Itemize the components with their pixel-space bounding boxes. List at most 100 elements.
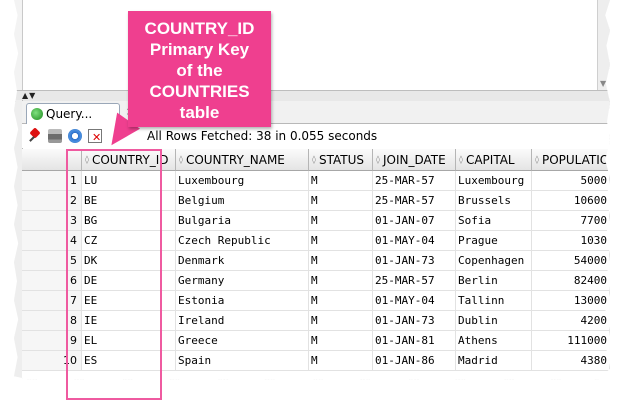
row-number[interactable]: 9 bbox=[22, 331, 82, 351]
cell-capital[interactable]: Tallinn bbox=[456, 291, 532, 311]
cell-country-id[interactable]: LU bbox=[82, 171, 176, 191]
table-row[interactable]: 9 EL Greece M 01-JAN-81 Athens 111000 bbox=[22, 331, 610, 351]
cell-capital[interactable]: Luxembourg bbox=[456, 171, 532, 191]
cell-status[interactable]: M bbox=[309, 291, 373, 311]
cell-country-id[interactable]: DE bbox=[82, 271, 176, 291]
cell-capital[interactable]: Dublin bbox=[456, 311, 532, 331]
cell-population[interactable]: 1030 bbox=[532, 231, 610, 251]
worksheet-editor[interactable]: ▼ bbox=[14, 0, 610, 90]
scroll-down-icon[interactable]: ▼ bbox=[600, 79, 607, 88]
row-number[interactable]: 7 bbox=[22, 291, 82, 311]
row-number[interactable]: 8 bbox=[22, 311, 82, 331]
callout-line: table bbox=[179, 103, 220, 122]
cell-country-id[interactable]: CZ bbox=[82, 231, 176, 251]
cell-country-name[interactable]: Estonia bbox=[176, 291, 309, 311]
cell-join-date[interactable]: 01-JAN-07 bbox=[373, 211, 456, 231]
cell-join-date[interactable]: 25-MAR-57 bbox=[373, 271, 456, 291]
row-number[interactable]: 4 bbox=[22, 231, 82, 251]
cell-country-name[interactable]: Greece bbox=[176, 331, 309, 351]
table-row[interactable]: 10 ES Spain M 01-JAN-86 Madrid 4380 bbox=[22, 351, 610, 371]
cell-country-id[interactable]: EL bbox=[82, 331, 176, 351]
column-header-join-date[interactable]: ◊ JOIN_DATE bbox=[373, 149, 456, 171]
cell-population[interactable]: 82400 bbox=[532, 271, 610, 291]
cell-country-id[interactable]: EE bbox=[82, 291, 176, 311]
row-number[interactable]: 6 bbox=[22, 271, 82, 291]
row-number[interactable]: 2 bbox=[22, 191, 82, 211]
cell-population[interactable]: 5000 bbox=[532, 171, 610, 191]
column-header-capital[interactable]: ◊ CAPITAL bbox=[456, 149, 532, 171]
table-row[interactable]: 8 IE Ireland M 01-JAN-73 Dublin 4200 bbox=[22, 311, 610, 331]
table-row[interactable]: 4 CZ Czech Republic M 01-MAY-04 Prague 1030 bbox=[22, 231, 610, 251]
cell-population[interactable]: 4380 bbox=[532, 351, 610, 371]
table-row[interactable]: 5 DK Denmark M 01-JAN-73 Copenhagen 54000 bbox=[22, 251, 610, 271]
cell-capital[interactable]: Sofia bbox=[456, 211, 532, 231]
column-header-population[interactable]: ◊ POPULATIO bbox=[532, 149, 610, 171]
cell-capital[interactable]: Athens bbox=[456, 331, 532, 351]
cell-population[interactable]: 7700 bbox=[532, 211, 610, 231]
cell-capital[interactable]: Brussels bbox=[456, 191, 532, 211]
cell-status[interactable]: M bbox=[309, 191, 373, 211]
cell-country-id[interactable]: ES bbox=[82, 351, 176, 371]
cell-country-name[interactable]: Germany bbox=[176, 271, 309, 291]
cell-status[interactable]: M bbox=[309, 211, 373, 231]
tab-query-result[interactable]: Query... × bbox=[26, 103, 135, 124]
column-header-country-id[interactable]: ◊ COUNTRY_ID bbox=[82, 149, 176, 171]
cell-status[interactable]: M bbox=[309, 351, 373, 371]
cell-status[interactable]: M bbox=[309, 271, 373, 291]
cell-country-id[interactable]: BE bbox=[82, 191, 176, 211]
cell-capital[interactable]: Madrid bbox=[456, 351, 532, 371]
editor-scrollbar[interactable]: ▼ bbox=[597, 0, 610, 90]
cell-country-id[interactable]: IE bbox=[82, 311, 176, 331]
refresh-icon[interactable] bbox=[68, 129, 82, 143]
cell-country-name[interactable]: Ireland bbox=[176, 311, 309, 331]
cell-country-name[interactable]: Bulgaria bbox=[176, 211, 309, 231]
print-icon[interactable] bbox=[48, 129, 62, 143]
cell-country-id[interactable]: DK bbox=[82, 251, 176, 271]
cell-capital[interactable]: Berlin bbox=[456, 271, 532, 291]
row-number[interactable]: 5 bbox=[22, 251, 82, 271]
cell-join-date[interactable]: 01-JAN-86 bbox=[373, 351, 456, 371]
cell-population[interactable]: 54000 bbox=[532, 251, 610, 271]
cell-status[interactable]: M bbox=[309, 231, 373, 251]
cell-status[interactable]: M bbox=[309, 311, 373, 331]
cell-country-name[interactable]: Belgium bbox=[176, 191, 309, 211]
cell-join-date[interactable]: 01-MAY-04 bbox=[373, 231, 456, 251]
cell-join-date[interactable]: 01-JAN-81 bbox=[373, 331, 456, 351]
collapse-arrows-icon[interactable]: ▲▼ bbox=[22, 91, 37, 100]
cell-join-date[interactable]: 25-MAR-57 bbox=[373, 191, 456, 211]
cell-country-id[interactable]: BG bbox=[82, 211, 176, 231]
table-row[interactable]: 1 LU Luxembourg M 25-MAR-57 Luxembourg 5000 bbox=[22, 171, 610, 191]
cell-join-date[interactable]: 01-JAN-73 bbox=[373, 251, 456, 271]
clear-icon[interactable] bbox=[88, 129, 102, 144]
cell-country-name[interactable]: Czech Republic bbox=[176, 231, 309, 251]
cell-join-date[interactable]: 01-MAY-04 bbox=[373, 291, 456, 311]
column-header-status[interactable]: ◊ STATUS bbox=[309, 149, 373, 171]
row-number[interactable]: 3 bbox=[22, 211, 82, 231]
row-number[interactable]: 1 bbox=[22, 171, 82, 191]
pin-icon[interactable] bbox=[28, 129, 42, 143]
cell-population[interactable]: 4200 bbox=[532, 311, 610, 331]
table-row[interactable]: 2 BE Belgium M 25-MAR-57 Brussels 10600 bbox=[22, 191, 610, 211]
cell-status[interactable]: M bbox=[309, 331, 373, 351]
table-row[interactable]: 6 DE Germany M 25-MAR-57 Berlin 82400 bbox=[22, 271, 610, 291]
cell-capital[interactable]: Prague bbox=[456, 231, 532, 251]
column-header-country-name[interactable]: ◊ COUNTRY_NAME bbox=[176, 149, 309, 171]
cell-join-date[interactable]: 25-MAR-57 bbox=[373, 171, 456, 191]
cell-population[interactable]: 111000 bbox=[532, 331, 610, 351]
table-row[interactable]: 7 EE Estonia M 01-MAY-04 Tallinn 13000 bbox=[22, 291, 610, 311]
results-grid[interactable]: ◊ COUNTRY_ID ◊ COUNTRY_NAME ◊ STATUS ◊ JOIN_… bbox=[22, 149, 610, 380]
cell-status[interactable]: M bbox=[309, 251, 373, 271]
cell-country-name[interactable]: Luxembourg bbox=[176, 171, 309, 191]
sort-icon: ◊ bbox=[459, 155, 463, 164]
cell-status[interactable]: M bbox=[309, 171, 373, 191]
row-number[interactable]: 10 bbox=[22, 351, 82, 371]
cell-country-name[interactable]: Spain bbox=[176, 351, 309, 371]
sql-developer-window: ▼ ▲▼ Query... × All Rows Fetched: 38 in … bbox=[14, 0, 610, 380]
cell-capital[interactable]: Copenhagen bbox=[456, 251, 532, 271]
table-row[interactable]: 3 BG Bulgaria M 01-JAN-07 Sofia 7700 bbox=[22, 211, 610, 231]
cell-country-name[interactable]: Denmark bbox=[176, 251, 309, 271]
cell-join-date[interactable]: 01-JAN-73 bbox=[373, 311, 456, 331]
cell-population[interactable]: 13000 bbox=[532, 291, 610, 311]
cell-population[interactable]: 10600 bbox=[532, 191, 610, 211]
row-number-header[interactable] bbox=[22, 149, 82, 171]
